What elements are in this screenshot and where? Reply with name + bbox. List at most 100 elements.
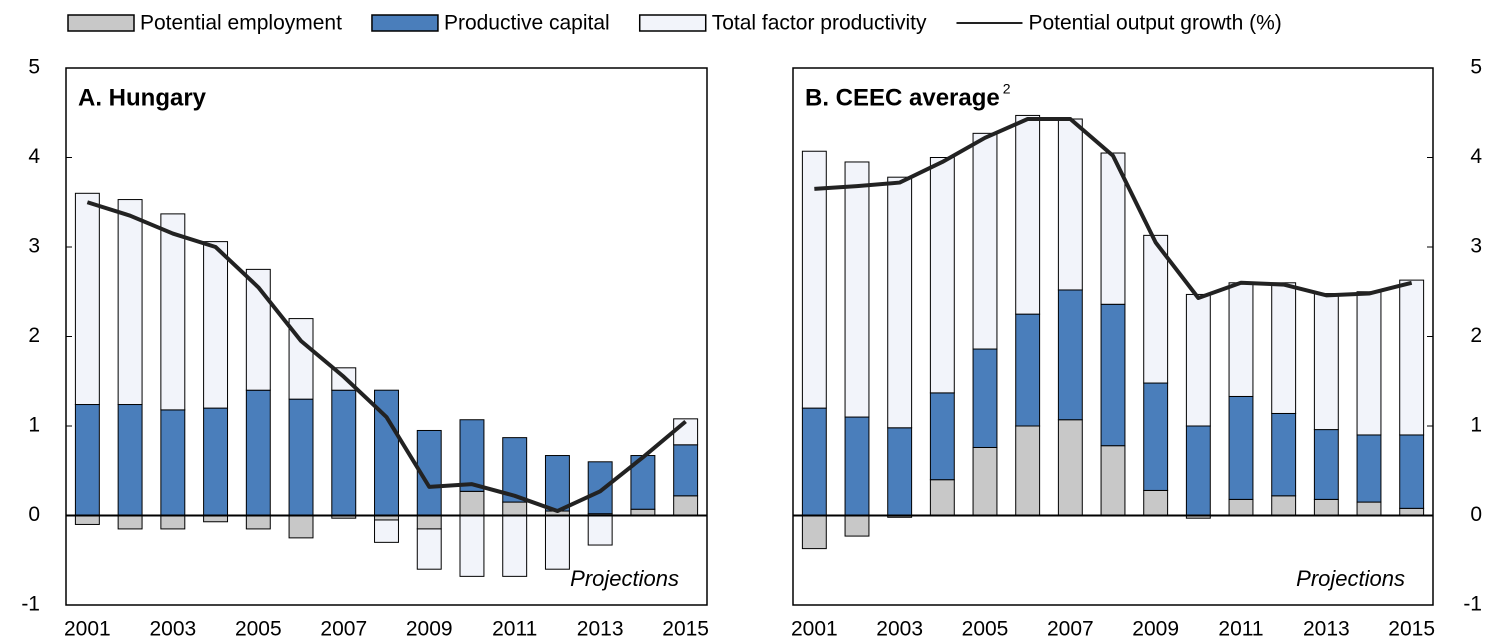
x-tick-label: 2003 <box>149 618 196 641</box>
bar <box>972 446 998 517</box>
bar <box>1143 234 1169 384</box>
legend-label: Potential output growth (%) <box>1028 12 1281 35</box>
x-tick-label: 2015 <box>1388 618 1435 641</box>
bar <box>331 389 357 517</box>
bar <box>929 479 955 517</box>
x-tick-label: 2013 <box>1303 618 1350 641</box>
bar <box>1399 507 1425 516</box>
x-tick-label: 2011 <box>492 618 537 641</box>
panel-title: A. Hungary <box>78 84 207 111</box>
bar <box>288 318 314 400</box>
bar <box>74 515 100 525</box>
legend-swatch <box>371 14 439 32</box>
bar <box>502 501 528 517</box>
bar <box>74 192 100 406</box>
x-tick-label: 2001 <box>64 618 111 641</box>
bar <box>1100 303 1126 447</box>
bar <box>288 398 314 516</box>
legend-label: Productive capital <box>444 12 610 35</box>
bar <box>1271 282 1297 414</box>
bar <box>1228 395 1254 500</box>
bar <box>1100 445 1126 516</box>
x-tick-label: 2003 <box>876 618 923 641</box>
annotation: Projections <box>570 566 679 591</box>
bar <box>1057 118 1083 291</box>
bar <box>1015 425 1041 516</box>
bar <box>1185 425 1211 516</box>
y-tick-label: 4 <box>28 145 40 168</box>
bar <box>288 515 314 539</box>
bar <box>459 419 485 492</box>
legend-swatch <box>638 14 707 32</box>
annotation: Projections <box>1296 566 1405 591</box>
bar <box>972 132 998 350</box>
x-tick-label: 2013 <box>577 618 624 641</box>
bar <box>587 461 613 515</box>
bar <box>673 444 699 497</box>
bar <box>887 176 913 429</box>
bar <box>459 490 485 516</box>
bar <box>844 515 870 537</box>
y-tick-label: -1 <box>21 593 40 616</box>
bar <box>1399 279 1425 436</box>
bar <box>117 199 143 406</box>
bar <box>1356 291 1382 436</box>
bar <box>459 515 485 577</box>
line <box>86 200 687 514</box>
y-tick-label: 5 <box>1470 56 1482 79</box>
bar <box>416 528 442 570</box>
legend-label: Potential employment <box>140 12 342 35</box>
y-tick-label: 3 <box>28 235 40 258</box>
y-tick-label: 1 <box>1470 414 1482 437</box>
bar <box>117 404 143 516</box>
bar <box>1356 434 1382 503</box>
y-tick-label: 0 <box>1470 503 1482 526</box>
bar <box>544 515 570 570</box>
bar <box>502 437 528 503</box>
bar <box>1313 429 1339 500</box>
y-tick-label: 1 <box>28 414 40 437</box>
bar <box>1015 114 1041 315</box>
legend-label: Total factor productivity <box>712 12 927 35</box>
x-tick-label: 2007 <box>320 618 367 641</box>
bar <box>245 389 271 517</box>
bar <box>1015 313 1041 427</box>
bar <box>1313 498 1339 517</box>
bar <box>844 161 870 418</box>
legend-swatch <box>67 14 135 32</box>
bar <box>1399 434 1425 509</box>
bar <box>673 495 699 516</box>
y-tick-label: 0 <box>28 503 40 526</box>
x-tick-label: 2005 <box>235 618 282 641</box>
bar <box>1185 293 1211 427</box>
bar <box>929 392 955 481</box>
x-tick-label: 2009 <box>1132 618 1179 641</box>
bar <box>801 407 827 517</box>
x-tick-label: 2007 <box>1047 618 1094 641</box>
bar <box>801 150 827 409</box>
bar <box>972 348 998 448</box>
bar <box>587 515 613 546</box>
bar <box>544 455 570 512</box>
bar <box>844 416 870 516</box>
bar <box>117 515 143 530</box>
bar <box>887 427 913 517</box>
bar <box>929 157 955 394</box>
y-tick-label: 2 <box>1470 324 1482 347</box>
panel-title-note: 2 <box>1003 81 1011 97</box>
bar <box>1356 501 1382 517</box>
x-tick-label: 2005 <box>962 618 1009 641</box>
panel-title: B. CEEC average <box>805 84 1000 111</box>
x-tick-label: 2001 <box>791 618 838 641</box>
bar <box>416 515 442 530</box>
x-tick-label: 2011 <box>1218 618 1263 641</box>
bar <box>1228 498 1254 517</box>
y-tick-label: -1 <box>1463 593 1482 616</box>
bar <box>1143 382 1169 491</box>
bar <box>1100 152 1126 305</box>
bar <box>160 515 186 530</box>
bar <box>1313 293 1339 431</box>
y-tick-label: 5 <box>28 56 40 79</box>
x-tick-label: 2009 <box>406 618 453 641</box>
